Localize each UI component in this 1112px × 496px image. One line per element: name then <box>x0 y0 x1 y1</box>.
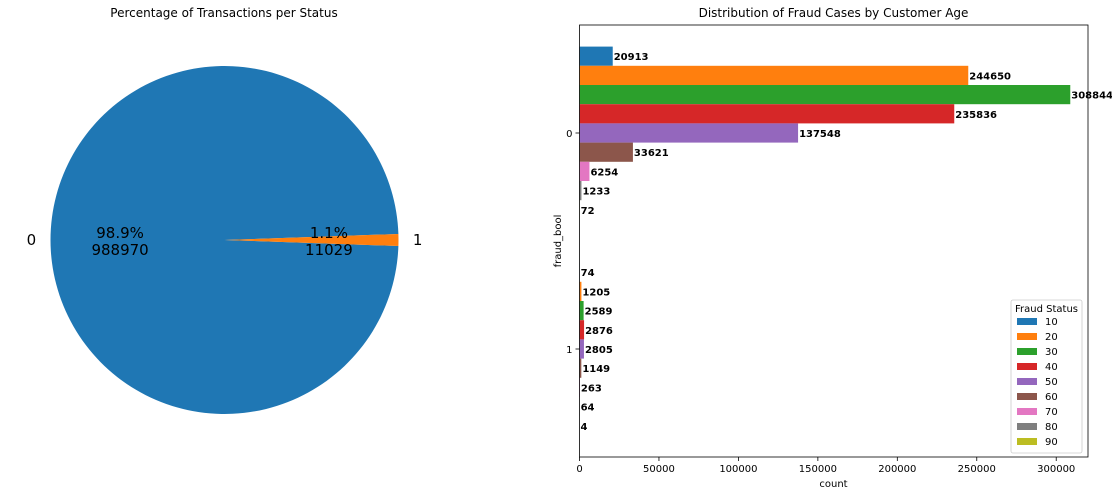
pie-slice-label: 1 <box>413 231 423 249</box>
pie-slice-label: 0 <box>27 231 37 249</box>
bar <box>579 123 799 143</box>
legend-items: 10 20 30 40 50 60 70 80 90 <box>1017 317 1058 448</box>
bar-chart: Distribution of Fraud Cases by Customer … <box>553 6 1112 490</box>
x-tick-label: 250000 <box>958 464 996 475</box>
legend-swatch <box>1017 408 1037 415</box>
legend-label: 10 <box>1045 317 1058 328</box>
x-tick-label: 300000 <box>1037 464 1075 475</box>
bar <box>579 161 590 181</box>
legend-swatch <box>1017 348 1037 355</box>
bar-value-label: 1205 <box>582 287 610 298</box>
bar-value-label: 20913 <box>614 52 649 63</box>
bar <box>579 320 585 340</box>
plot-frame <box>579 24 1089 458</box>
bar-title: Distribution of Fraud Cases by Customer … <box>699 6 969 20</box>
x-tick-label: 100000 <box>719 464 757 475</box>
bar-value-label: 137548 <box>799 129 841 140</box>
x-tick-label: 200000 <box>878 464 916 475</box>
legend-label: 40 <box>1045 362 1058 373</box>
bar-value-label: 308844 <box>1071 91 1112 102</box>
legend-swatch <box>1017 423 1037 430</box>
x-axis-ticks: 0 50000 100000 150000 200000 250000 300000 <box>576 457 1075 475</box>
legend-label: 50 <box>1045 377 1058 388</box>
legend-swatch <box>1017 378 1037 385</box>
x-axis-label: count <box>819 479 847 490</box>
pie-chart: Percentage of Transactions per Status 0 9… <box>27 6 423 415</box>
bar <box>579 142 633 162</box>
y-axis-ticks: 01 <box>566 129 580 356</box>
bar <box>579 358 582 378</box>
legend-label: 60 <box>1045 392 1058 403</box>
bar-series <box>579 46 1071 436</box>
legend-label: 90 <box>1045 437 1058 448</box>
legend-label: 20 <box>1045 332 1058 343</box>
bar <box>579 46 613 66</box>
bar-value-label: 2876 <box>585 326 613 337</box>
legend: Fraud Status 10 20 30 40 50 60 70 80 90 <box>1010 299 1083 454</box>
legend-label: 30 <box>1045 347 1058 358</box>
legend-label: 80 <box>1045 422 1058 433</box>
legend-swatch <box>1017 333 1037 340</box>
bar-value-label: 64 <box>581 403 595 414</box>
y-axis-label: fraud_bool <box>553 215 564 268</box>
pie-slices <box>50 66 399 415</box>
bar-value-label: 4 <box>581 422 588 433</box>
bar <box>579 65 969 85</box>
x-tick-label: 50000 <box>643 464 675 475</box>
bar-value-label: 263 <box>581 383 602 394</box>
pie-slice-value: 988970 <box>91 241 148 259</box>
bar-value-label: 6254 <box>590 167 618 178</box>
pie-slice-value: 11029 <box>305 241 353 259</box>
legend-swatch <box>1017 438 1037 445</box>
pie-slice-percent: 98.9% <box>96 224 144 242</box>
y-tick-label: 0 <box>566 129 572 140</box>
bar-value-label: 72 <box>581 206 595 217</box>
bar-value-labels: 20913 244650 308844 235836 137548 33621 6254 12… <box>581 52 1112 433</box>
x-tick-label: 0 <box>576 464 582 475</box>
bar-value-label: 235836 <box>955 110 997 121</box>
bar <box>579 104 955 124</box>
bar-value-label: 2805 <box>585 345 613 356</box>
bar <box>579 281 582 301</box>
bar-value-label: 1149 <box>582 364 610 375</box>
pie-slice-percent: 1.1% <box>310 224 348 242</box>
pie-title: Percentage of Transactions per Status <box>110 6 337 20</box>
legend-swatch <box>1017 393 1037 400</box>
pie-slice-0 <box>50 66 399 415</box>
bar <box>579 85 1071 105</box>
bar <box>579 339 584 359</box>
bar-value-label: 74 <box>581 268 595 279</box>
pie-slice-1 <box>224 233 399 247</box>
legend-swatch <box>1017 318 1037 325</box>
bar-value-label: 33621 <box>634 148 669 159</box>
bar-value-label: 1233 <box>582 187 610 198</box>
bar <box>579 301 584 321</box>
legend-title: Fraud Status <box>1015 304 1078 315</box>
bar <box>579 181 582 201</box>
y-tick-label: 1 <box>566 345 572 356</box>
pie-labels: 0 98.9%988970 1 1.1%11029 <box>27 224 423 259</box>
legend-label: 70 <box>1045 407 1058 418</box>
x-tick-label: 150000 <box>799 464 837 475</box>
bar-value-label: 244650 <box>969 71 1011 82</box>
bar-value-label: 2589 <box>585 307 613 318</box>
legend-swatch <box>1017 363 1037 370</box>
